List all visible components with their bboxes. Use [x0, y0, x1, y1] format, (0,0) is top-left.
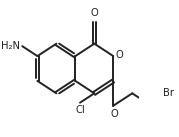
Text: O: O [110, 109, 118, 119]
Text: H₂N: H₂N [1, 41, 20, 51]
Text: O: O [90, 8, 98, 18]
Text: Br: Br [163, 88, 174, 98]
Text: O: O [115, 50, 123, 60]
Text: Cl: Cl [75, 105, 85, 115]
